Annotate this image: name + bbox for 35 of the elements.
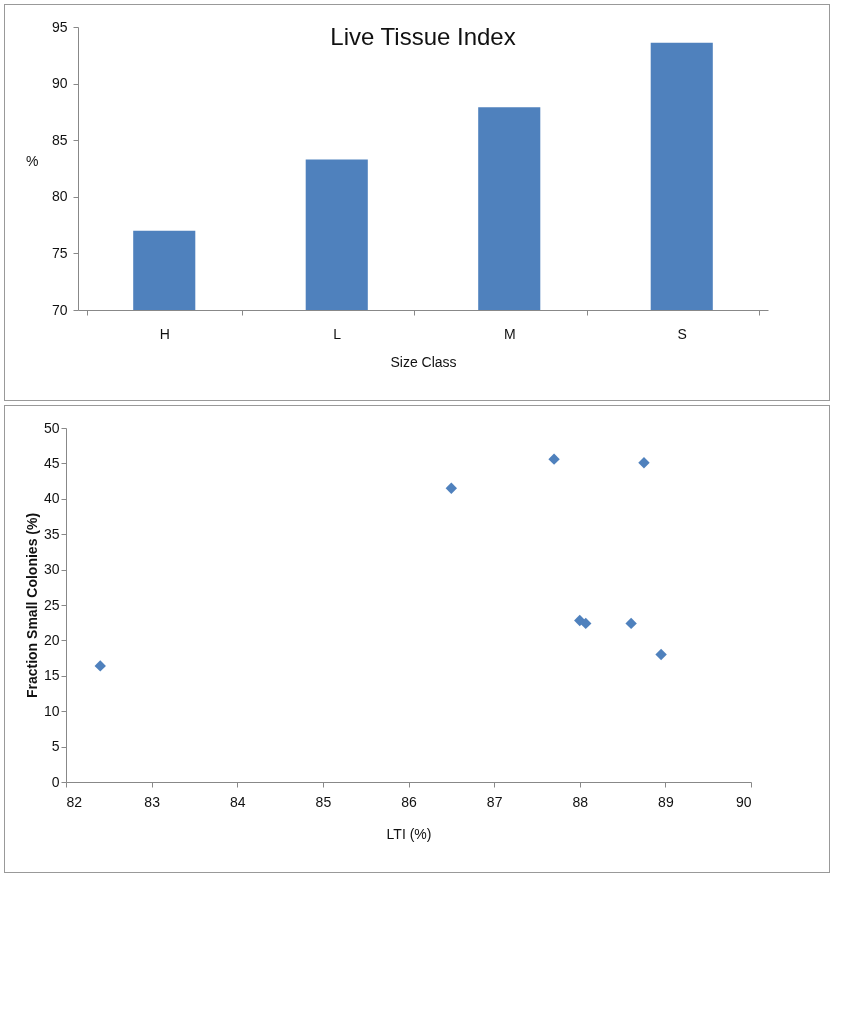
y-tick-label: 45 — [43, 454, 60, 471]
y-tick-label: 30 — [43, 561, 60, 578]
y-tick-label: 15 — [43, 667, 60, 684]
x-tick-label: 90 — [735, 793, 752, 810]
y-tick-label: 0 — [51, 773, 60, 790]
y-tick-label: 70 — [51, 301, 68, 318]
x-tick-label: S — [677, 325, 687, 342]
x-tick-label: 89 — [658, 793, 674, 810]
y-axis-title: % — [26, 153, 39, 169]
x-tick-label: 85 — [315, 793, 332, 810]
y-tick-label: 50 — [43, 419, 60, 436]
x-tick-label: L — [333, 325, 342, 342]
y-tick-label: 35 — [43, 525, 60, 542]
y-tick-label: 85 — [51, 131, 68, 148]
y-axis-title: Fraction Small Colonies (%) — [23, 512, 40, 699]
x-tick-label: 84 — [229, 793, 246, 810]
y-tick-label: 25 — [43, 596, 60, 613]
x-tick-label: 88 — [572, 793, 589, 810]
y-tick-label: 80 — [51, 188, 68, 205]
y-tick-label: 5 — [51, 738, 60, 755]
y-tick-label: 75 — [51, 244, 68, 261]
x-tick-label: M — [503, 325, 516, 342]
y-tick-label: 40 — [43, 490, 60, 507]
x-tick-label: 82 — [66, 793, 83, 810]
y-tick-label: 95 — [51, 18, 68, 35]
x-axis-title: LTI (%) — [386, 825, 432, 842]
y-tick-label: 20 — [43, 631, 60, 648]
x-tick-label: 86 — [401, 793, 417, 810]
x-tick-label: 87 — [486, 793, 503, 810]
chart-title: Live Tissue Index — [330, 23, 516, 50]
y-tick-label: 10 — [43, 702, 60, 719]
y-tick-label: 90 — [51, 75, 68, 92]
x-tick-label: H — [159, 325, 170, 342]
x-axis-title: Size Class — [390, 353, 457, 370]
x-tick-label: 83 — [144, 793, 161, 810]
